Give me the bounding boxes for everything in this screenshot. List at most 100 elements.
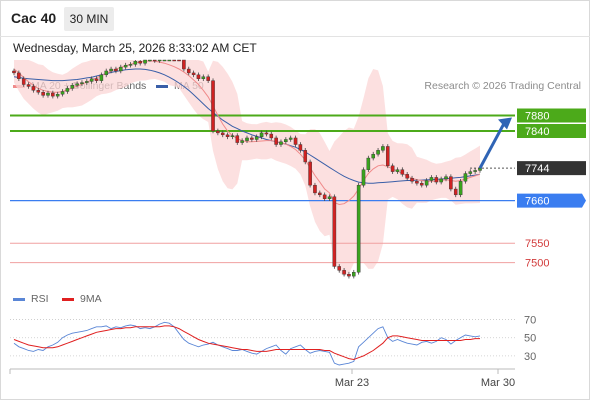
candle-body [12, 70, 16, 74]
candle-body [405, 174, 409, 179]
candle-body [75, 83, 79, 86]
rsi-swatch [13, 297, 25, 301]
candle-body [458, 181, 463, 196]
level-label-7500: 7500 [525, 258, 549, 270]
candle-body [366, 157, 371, 170]
level-label-7840: 7840 [525, 126, 549, 138]
candle-body [60, 91, 65, 95]
candle-body [250, 137, 254, 140]
rsi-tick-label: 70 [524, 315, 536, 327]
candle-body [138, 61, 142, 64]
rsi-line [13, 321, 481, 366]
candle-body [36, 90, 41, 93]
forecast-arrow-head [498, 117, 512, 130]
candle-body [347, 273, 351, 277]
candle-body [119, 66, 123, 72]
candle-body [264, 132, 269, 135]
legend-rsi-label: RSI [31, 293, 49, 305]
candle-body [216, 130, 220, 134]
candle-body [415, 181, 419, 184]
ma50-swatch [156, 84, 168, 88]
candle-body [385, 146, 390, 167]
candle-body [235, 135, 240, 143]
candle-body [390, 165, 395, 172]
rsi-ma9-line [13, 325, 480, 361]
level-label-7744: 7744 [525, 163, 549, 175]
level-label-box-7744 [517, 161, 586, 176]
candle-body [26, 84, 31, 87]
candle-body [225, 134, 230, 137]
candle-body [70, 85, 75, 89]
legend-ma9: 9MA [62, 293, 102, 305]
candle-body [143, 59, 147, 64]
candle-body [473, 170, 477, 172]
candle-body [293, 137, 298, 145]
candle-body [463, 173, 468, 182]
candle-body [80, 82, 84, 84]
candle-body [259, 132, 264, 137]
timeframe-button[interactable]: 30 MIN [64, 7, 114, 31]
candle-body [230, 135, 235, 137]
candle-body [157, 59, 162, 62]
candle-body [395, 169, 400, 172]
research-credit: Research © 2026 Trading Central [424, 80, 581, 92]
candle-body [133, 61, 138, 65]
candle-body [322, 194, 327, 199]
candle-body [191, 72, 196, 76]
candle-body [429, 177, 434, 181]
candle-body [240, 140, 244, 143]
candle-body [288, 137, 293, 140]
candle-body [342, 270, 346, 275]
x-tick-label: Mar 30 [481, 377, 515, 389]
level-label-7880: 7880 [525, 110, 549, 122]
candle-body [211, 80, 215, 132]
candle-body [376, 150, 380, 155]
candle-body [21, 78, 26, 85]
candle-body [31, 86, 36, 91]
bollinger-band [14, 60, 480, 277]
candle-body [361, 169, 366, 186]
candle-body [99, 74, 104, 81]
candle-body [51, 92, 55, 97]
legend-ma9-label: 9MA [80, 293, 102, 305]
candle-body [104, 70, 109, 76]
candle-body [186, 68, 191, 74]
candle-body [400, 169, 405, 175]
candle-body [337, 266, 342, 271]
candle-body [128, 64, 133, 66]
candle-body [332, 196, 337, 267]
datetime-label: Wednesday, March 25, 2026 8:33:02 AM CET [13, 41, 257, 55]
candle-body [85, 81, 89, 83]
candle-body [55, 93, 60, 97]
level-label-7660: 7660 [525, 196, 549, 208]
candle-body [449, 176, 453, 190]
candle-body [123, 64, 128, 68]
candle-body [201, 76, 206, 79]
candle-body [206, 76, 210, 81]
header-bar: Cac 40 30 MIN [0, 0, 590, 37]
rsi-tick-label: 30 [524, 351, 536, 363]
candle-body [89, 78, 94, 82]
candle-body [114, 68, 118, 72]
level-label-box-7660 [517, 193, 586, 208]
candle-body [177, 59, 181, 62]
candle-body [162, 59, 167, 62]
candle-body [279, 141, 283, 145]
candle-body [152, 59, 157, 62]
candle-body [182, 59, 186, 70]
candle-body [245, 137, 249, 141]
candle-body [356, 184, 361, 273]
ma9-swatch [62, 297, 74, 301]
symbol-title: Cac 40 [11, 10, 57, 26]
candle-body [468, 171, 473, 174]
candle-body [313, 184, 317, 194]
candle-body [167, 59, 172, 62]
candle-body [41, 92, 45, 96]
level-label-box-7880 [517, 108, 586, 123]
forecast-arrow-line [478, 122, 506, 169]
candle-body [308, 161, 312, 186]
candle-body [298, 144, 303, 151]
candle-body [46, 92, 50, 96]
legend-rsi: RSI [13, 293, 49, 305]
